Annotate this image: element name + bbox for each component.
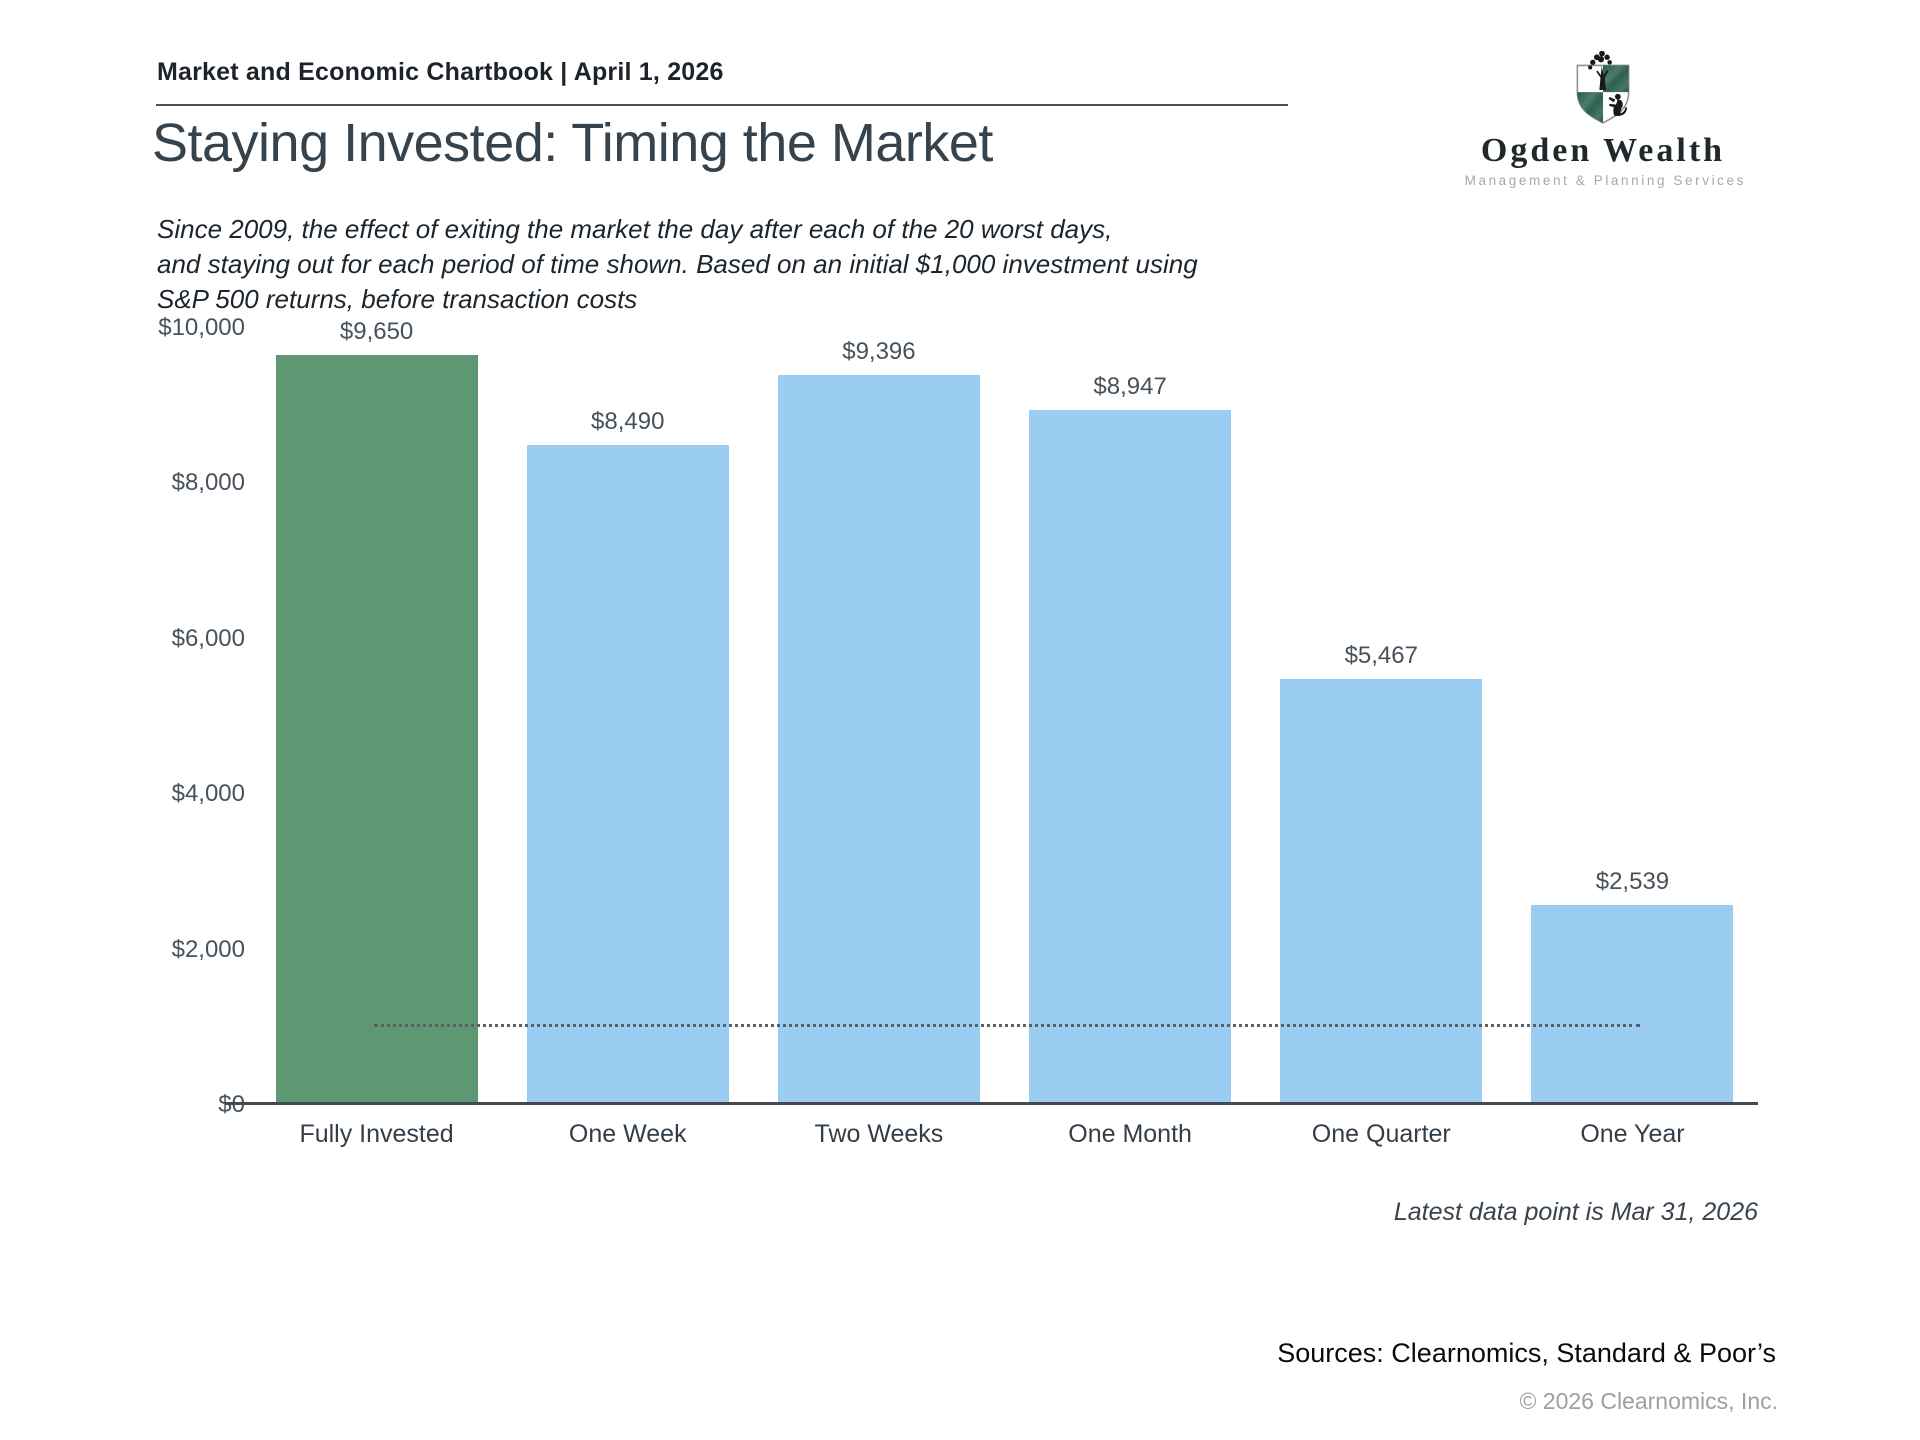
x-axis-label: One Month — [1068, 1120, 1192, 1148]
x-axis-label: One Quarter — [1311, 1120, 1451, 1148]
chartbook-header: Market and Economic Chartbook | April 1,… — [157, 58, 724, 86]
y-tick-label: $6,000 — [171, 624, 245, 652]
shield-crest-icon — [1576, 50, 1630, 124]
bar-slot: $9,396 — [753, 328, 1004, 1102]
header-divider — [156, 104, 1288, 106]
bar-fully-invested: $9,650 — [275, 318, 478, 1102]
x-axis-label: One Year — [1580, 1120, 1685, 1148]
bar-slot: $2,539 — [1507, 328, 1758, 1102]
initial-investment-reference-line — [373, 1023, 1640, 1027]
bar-value-label: $9,396 — [842, 337, 916, 365]
copyright-line: © 2026 Clearnomics, Inc. — [1519, 1388, 1778, 1414]
y-tick-label: $8,000 — [171, 469, 245, 497]
sources-line: Sources: Clearnomics, Standard & Poor’s — [1277, 1338, 1776, 1368]
subtitle: Since 2009, the effect of exiting the ma… — [157, 214, 1198, 315]
bar-one-week: $8,490 — [526, 408, 729, 1102]
y-tick-label: $10,000 — [158, 314, 245, 341]
bar-one-month: $8,947 — [1029, 373, 1232, 1102]
bar-chart: $10,000 $8,000 $6,000 $4,000 $2,000 $0 $9,650… — [156, 314, 1758, 1118]
bar-slot: $9,650 — [251, 318, 502, 1102]
y-tick-label: $2,000 — [171, 935, 245, 963]
plot-area: $9,650 $8,490 $9,396 $8,947 $5,467 $2,539 — [225, 318, 1758, 1105]
bar-value-label: $8,947 — [1093, 372, 1167, 400]
y-tick-label: $4,000 — [171, 780, 245, 808]
page-title: Staying Invested: Timing the Market — [152, 113, 993, 173]
bar-slot: $5,467 — [1256, 328, 1507, 1102]
bar-two-weeks: $9,396 — [777, 338, 980, 1102]
bar-slot: $8,490 — [502, 328, 753, 1102]
bar-value-label: $9,650 — [339, 318, 414, 346]
x-axis-label: Two Weeks — [814, 1120, 944, 1148]
y-axis: $10,000 $8,000 $6,000 $4,000 $2,000 $0 — [156, 314, 245, 1118]
logo-wordmark: Ogden Wealth — [1480, 132, 1726, 169]
tree-glyph — [1588, 50, 1612, 91]
y-tick-label: $0 — [218, 1091, 245, 1118]
x-axis-label: One Week — [568, 1120, 687, 1148]
bar-slot: $8,947 — [1005, 328, 1256, 1102]
bar-one-year: $2,539 — [1531, 868, 1734, 1102]
ogden-wealth-logo: Ogden Wealth Management & Planning Servi… — [1458, 48, 1748, 188]
x-axis: Fully Invested One Week Two Weeks One Month… — [251, 1120, 1758, 1149]
bar-one-quarter: $5,467 — [1280, 642, 1483, 1102]
x-axis-label: Fully Invested — [299, 1120, 454, 1148]
latest-data-note: Latest data point is Mar 31, 2026 — [1393, 1198, 1758, 1226]
bar-value-label: $2,539 — [1595, 868, 1670, 896]
bar-value-label: $5,467 — [1344, 641, 1418, 669]
logo-tagline: Management & Planning Services — [1464, 173, 1746, 188]
bar-value-label: $8,490 — [591, 407, 665, 435]
lion-glyph — [1608, 93, 1628, 117]
